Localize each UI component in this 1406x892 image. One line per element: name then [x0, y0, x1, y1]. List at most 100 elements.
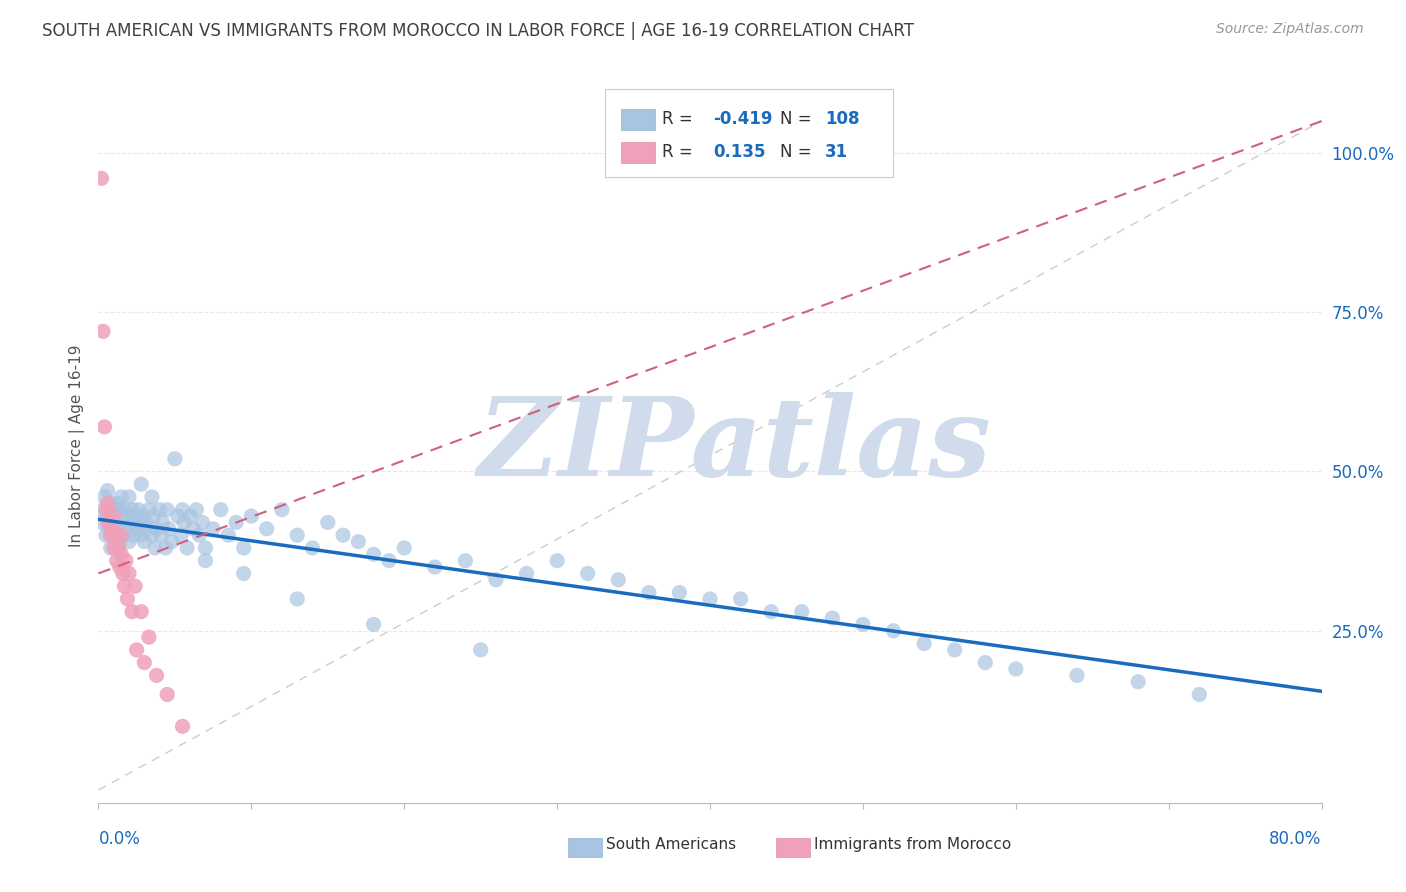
Y-axis label: In Labor Force | Age 16-19: In Labor Force | Age 16-19 [69, 344, 84, 548]
Point [852, 617, 875, 632]
Point [125, 522, 148, 536]
Point [974, 656, 997, 670]
Point [101, 522, 124, 536]
Text: SOUTH AMERICAN VS IMMIGRANTS FROM MOROCCO IN LABOR FORCE | AGE 16-19 CORRELATION: SOUTH AMERICAN VS IMMIGRANTS FROM MOROCC… [42, 22, 914, 40]
Point [225, 516, 247, 530]
Point [122, 528, 145, 542]
Point [176, 541, 198, 555]
Point [943, 643, 966, 657]
Point [202, 522, 225, 536]
Point [105, 541, 128, 555]
Point [97, 483, 120, 498]
Point [546, 554, 568, 568]
Point [111, 566, 134, 581]
Point [111, 509, 134, 524]
Point [485, 573, 508, 587]
Point [172, 502, 194, 516]
Point [883, 624, 905, 638]
Point [117, 509, 139, 524]
Point [142, 509, 165, 524]
Point [110, 528, 132, 542]
Point [129, 477, 152, 491]
Point [378, 554, 401, 568]
Text: -0.419: -0.419 [713, 110, 772, 128]
Point [115, 522, 138, 536]
Text: N =: N = [780, 143, 817, 161]
Point [347, 534, 370, 549]
Point [156, 688, 179, 702]
Point [232, 541, 254, 555]
Point [160, 534, 183, 549]
Point [172, 719, 194, 733]
Point [112, 579, 135, 593]
Point [107, 541, 129, 555]
Point [91, 324, 114, 338]
Point [110, 490, 132, 504]
Point [138, 630, 160, 644]
Point [93, 420, 115, 434]
Point [217, 528, 239, 542]
Point [141, 528, 163, 542]
Point [94, 502, 117, 516]
Point [98, 522, 121, 536]
Text: South Americans: South Americans [606, 837, 737, 852]
Point [100, 541, 122, 555]
Point [103, 509, 125, 524]
Point [170, 528, 193, 542]
Point [121, 502, 143, 516]
Point [128, 516, 150, 530]
Text: R =: R = [662, 110, 699, 128]
Point [912, 636, 935, 650]
Point [156, 502, 179, 516]
Text: Immigrants from Morocco: Immigrants from Morocco [814, 837, 1011, 852]
Point [699, 591, 721, 606]
Point [186, 502, 208, 516]
Point [129, 528, 152, 542]
Point [1004, 662, 1026, 676]
Point [138, 502, 160, 516]
Text: 108: 108 [825, 110, 860, 128]
Point [91, 502, 114, 516]
Point [316, 516, 339, 530]
Point [105, 554, 128, 568]
Point [332, 528, 354, 542]
Point [730, 591, 752, 606]
Text: N =: N = [780, 110, 817, 128]
Point [108, 560, 131, 574]
Point [155, 541, 177, 555]
Point [191, 516, 214, 530]
Text: Source: ZipAtlas.com: Source: ZipAtlas.com [1216, 22, 1364, 37]
Point [285, 528, 308, 542]
Point [103, 541, 125, 555]
Text: 0.0%: 0.0% [98, 830, 141, 847]
Point [118, 534, 141, 549]
Point [134, 656, 156, 670]
Point [136, 522, 159, 536]
Point [120, 516, 142, 530]
Text: 0.135: 0.135 [713, 143, 765, 161]
Point [163, 451, 186, 466]
Point [1128, 674, 1150, 689]
Point [392, 541, 416, 555]
Point [167, 509, 190, 524]
Point [100, 528, 122, 542]
Point [134, 534, 156, 549]
Point [470, 643, 492, 657]
Point [1066, 668, 1088, 682]
Point [181, 522, 204, 536]
Point [124, 579, 146, 593]
Point [90, 171, 112, 186]
Point [157, 522, 180, 536]
Point [145, 522, 167, 536]
Point [118, 566, 141, 581]
Point [454, 554, 477, 568]
Point [108, 502, 131, 516]
Point [240, 509, 263, 524]
Point [115, 554, 138, 568]
Point [152, 516, 174, 530]
Point [576, 566, 599, 581]
Point [790, 605, 813, 619]
Point [127, 502, 149, 516]
Point [637, 585, 661, 599]
Point [285, 591, 308, 606]
